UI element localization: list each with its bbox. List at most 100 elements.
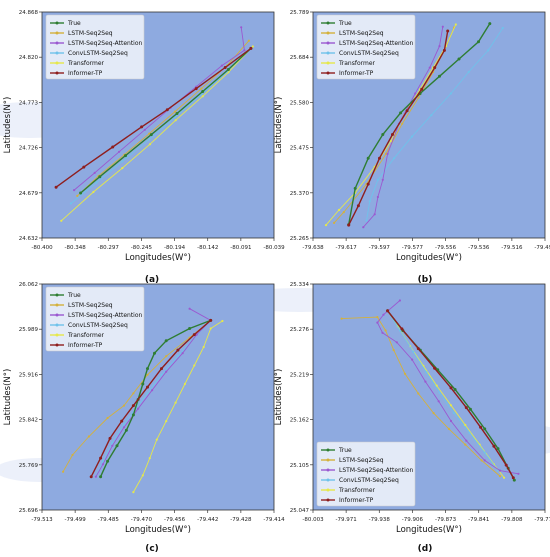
data-point-convlstm-seq2seq <box>173 116 177 119</box>
data-point-transformer <box>389 139 392 143</box>
data-point-transformer <box>121 167 124 170</box>
data-point-lstm-seq2seq-attention <box>118 150 121 153</box>
y-tick-label: 25.769 <box>19 463 39 469</box>
data-point-transformer <box>449 404 453 407</box>
legend-marker <box>326 41 330 45</box>
x-tick-label: -79.617 <box>336 245 358 251</box>
legend-marker <box>326 478 330 482</box>
data-point-lstm-seq2seq-attention <box>195 333 198 336</box>
data-point-true <box>477 40 480 44</box>
data-point-convlstm-seq2seq <box>430 114 433 117</box>
data-point-lstm-seq2seq <box>106 416 109 420</box>
legend-marker <box>326 448 330 452</box>
y-tick-label: 24.868 <box>19 10 39 16</box>
data-point-informer-tp <box>165 108 169 112</box>
legend-marker <box>55 293 59 297</box>
legend-box <box>45 286 145 352</box>
x-tick-label: -79.638 <box>302 245 324 251</box>
data-point-true <box>399 111 403 115</box>
data-point-informer-tp <box>464 406 468 410</box>
data-point-true <box>496 447 500 451</box>
data-point-lstm-seq2seq-attention <box>483 459 486 462</box>
data-point-lstm-seq2seq-attention <box>449 419 453 423</box>
chart-panel-3: -79.513 -79.499 -79.485 -79.470 -79.456 -79.4… <box>3 282 285 535</box>
data-point-lstm-seq2seq-attention <box>73 189 76 192</box>
data-point-transformer <box>324 224 328 227</box>
legend-marker <box>326 51 330 55</box>
data-point-convlstm-seq2seq <box>393 157 396 160</box>
legend-label: Informer-TP <box>68 70 103 77</box>
data-point-lstm-seq2seq-attention <box>381 178 384 181</box>
data-point-true <box>483 427 487 431</box>
y-axis-label: Latitudes(N°) <box>3 97 13 154</box>
data-point-transformer <box>337 208 341 212</box>
data-point-transformer <box>435 384 438 387</box>
data-point-lstm-seq2seq-attention <box>137 407 140 410</box>
data-point-lstm-seq2seq <box>87 435 90 438</box>
data-point-lstm-seq2seq <box>480 459 483 462</box>
y-axis-label: Latitudes(N°) <box>274 369 284 426</box>
y-tick-label: 25.265 <box>290 236 310 242</box>
data-point-lstm-seq2seq-attention <box>122 426 126 429</box>
data-point-true <box>188 327 192 330</box>
legend-marker <box>326 488 330 492</box>
y-tick-label: 25.580 <box>290 100 310 106</box>
y-tick-label: 25.105 <box>290 463 310 469</box>
legend-marker <box>55 313 59 317</box>
data-point-true <box>468 407 472 411</box>
data-point-true <box>512 478 516 482</box>
data-point-convlstm-seq2seq <box>376 178 379 181</box>
panel-label: (d) <box>418 544 433 554</box>
data-point-convlstm-seq2seq <box>101 460 104 463</box>
x-tick-label: -79.971 <box>336 517 357 523</box>
data-point-lstm-seq2seq <box>132 392 135 395</box>
data-point-informer-tp <box>160 367 163 371</box>
data-point-lstm-seq2seq-attention <box>93 171 96 174</box>
data-point-lstm-seq2seq <box>76 194 79 197</box>
x-tick-label: -79.470 <box>131 517 153 523</box>
series-line-informer-tp <box>90 319 212 478</box>
series-line-convlstm-seq2seq <box>366 27 504 221</box>
series-line-informer-tp <box>387 310 514 479</box>
data-point-lstm-seq2seq <box>432 412 435 415</box>
data-point-transformer <box>141 474 144 477</box>
x-tick-label: -79.808 <box>501 517 523 523</box>
data-point-lstm-seq2seq <box>403 372 407 375</box>
legend-box <box>316 441 416 507</box>
data-point-informer-tp <box>433 66 437 70</box>
data-point-true <box>124 428 128 432</box>
data-point-informer-tp <box>194 87 198 91</box>
series-group <box>54 26 254 222</box>
data-point-true <box>124 154 127 158</box>
legend-marker <box>326 71 330 75</box>
data-point-true <box>115 444 119 448</box>
data-point-informer-tp <box>249 46 253 50</box>
x-tick-label: -79.414 <box>263 517 285 523</box>
panel-label: (c) <box>145 544 159 554</box>
data-point-lstm-seq2seq-attention <box>188 307 191 310</box>
x-tick-label: -79.536 <box>468 245 490 251</box>
legend-label: True <box>338 447 352 454</box>
x-tick-label: -79.873 <box>435 517 457 523</box>
data-point-informer-tp <box>386 309 390 313</box>
legend-label: Transformer <box>67 60 105 67</box>
legend-label: ConvLSTM-Seq2Seq <box>68 322 128 329</box>
legend-label: Transformer <box>338 60 376 67</box>
x-tick-label: -80.194 <box>164 245 186 251</box>
data-point-informer-tp <box>492 444 496 448</box>
data-point-transformer <box>174 119 177 122</box>
series-line-true <box>348 23 491 225</box>
y-tick-label: 25.276 <box>290 327 310 333</box>
data-point-informer-tp <box>446 29 450 33</box>
y-tick-label: 25.047 <box>290 508 310 514</box>
y-tick-label: 25.842 <box>19 418 38 424</box>
data-point-informer-tp <box>131 404 135 408</box>
data-point-lstm-seq2seq-attention <box>437 400 440 403</box>
legend-label: Informer-TP <box>68 342 103 349</box>
legend-marker <box>55 333 59 337</box>
data-point-lstm-seq2seq <box>417 392 420 395</box>
y-tick-label: 25.334 <box>290 282 310 288</box>
series-group <box>324 22 504 229</box>
data-point-convlstm-seq2seq <box>468 431 471 434</box>
data-point-true <box>453 388 457 391</box>
